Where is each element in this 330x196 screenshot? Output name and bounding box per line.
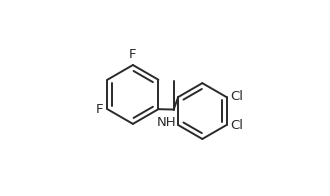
Text: NH: NH	[157, 116, 177, 129]
Text: Cl: Cl	[230, 119, 243, 132]
Text: F: F	[96, 103, 103, 116]
Text: Cl: Cl	[230, 90, 243, 103]
Text: F: F	[129, 48, 137, 61]
